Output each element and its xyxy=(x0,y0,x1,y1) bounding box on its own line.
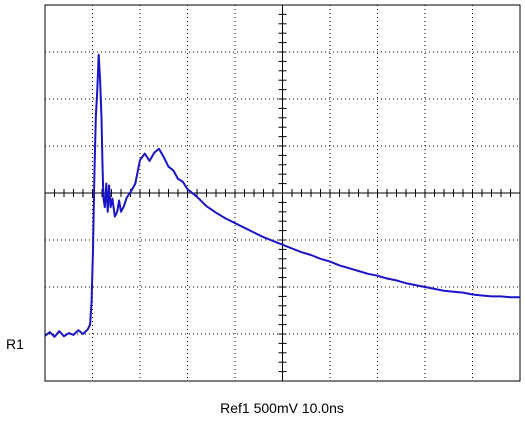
center-axis-ticks xyxy=(54,13,511,373)
reference-label: R1 xyxy=(6,336,24,352)
waveform-trace xyxy=(44,53,520,338)
scale-caption: Ref1 500mV 10.0ns xyxy=(220,400,344,416)
